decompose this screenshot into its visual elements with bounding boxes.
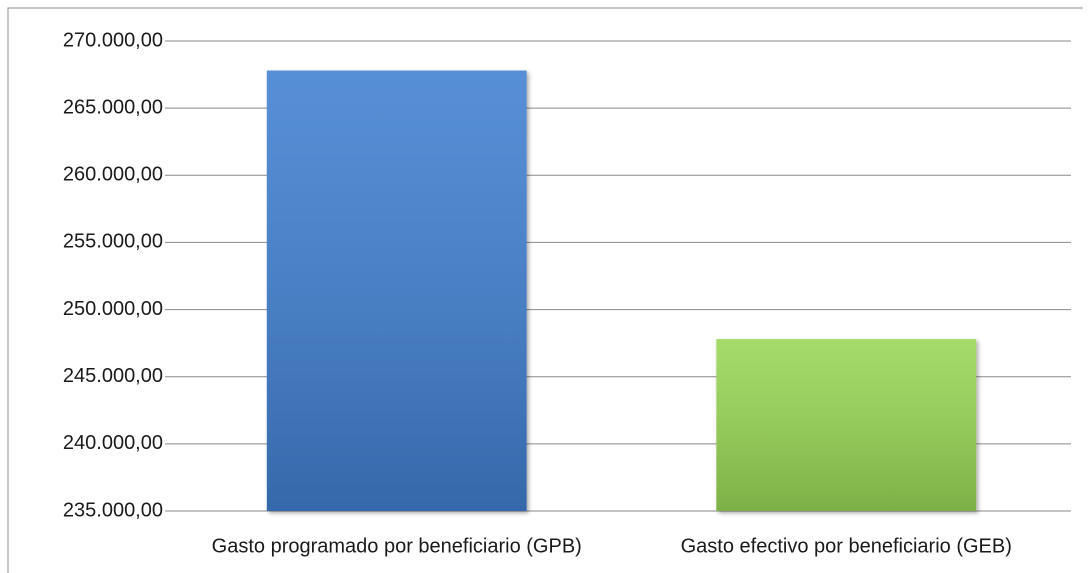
y-tick-label: 270.000,00 <box>63 29 163 51</box>
y-tick-label: 255.000,00 <box>63 231 163 253</box>
bar-shade <box>716 339 977 511</box>
y-tick-label: 245.000,00 <box>63 365 163 387</box>
y-tick-label: 260.000,00 <box>63 164 163 186</box>
y-tick-label: 235.000,00 <box>63 499 163 521</box>
x-tick-label: Gasto efectivo por beneficiario (GEB) <box>681 535 1012 557</box>
x-tick-label: Gasto programado por beneficiario (GPB) <box>212 535 582 557</box>
y-tick-label: 240.000,00 <box>63 432 163 454</box>
bar-shade <box>266 70 527 512</box>
y-tick-label: 250.000,00 <box>63 298 163 320</box>
y-tick-label: 265.000,00 <box>63 96 163 118</box>
chart-frame <box>7 7 1083 573</box>
